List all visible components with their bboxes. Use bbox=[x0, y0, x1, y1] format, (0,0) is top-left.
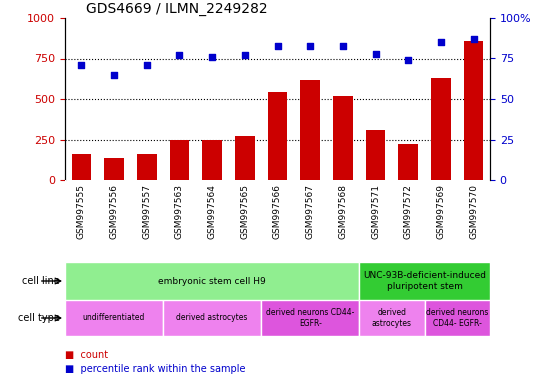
Text: derived
astrocytes: derived astrocytes bbox=[372, 308, 412, 328]
Bar bbox=[137, 154, 157, 180]
Bar bbox=[203, 140, 222, 180]
Point bbox=[143, 62, 151, 68]
Text: undifferentiated: undifferentiated bbox=[83, 313, 145, 323]
Bar bbox=[65, 262, 359, 300]
Bar bbox=[333, 96, 353, 180]
Text: GSM997555: GSM997555 bbox=[77, 184, 86, 239]
Bar bbox=[163, 300, 261, 336]
Bar bbox=[72, 154, 91, 180]
Point bbox=[371, 51, 380, 57]
Text: GSM997556: GSM997556 bbox=[110, 184, 118, 239]
Point bbox=[273, 43, 282, 49]
Bar bbox=[359, 300, 425, 336]
Bar bbox=[170, 139, 189, 180]
Point bbox=[77, 62, 86, 68]
Point bbox=[404, 57, 413, 63]
Bar bbox=[65, 300, 163, 336]
Point bbox=[175, 52, 184, 58]
Text: derived neurons CD44-
EGFR-: derived neurons CD44- EGFR- bbox=[266, 308, 354, 328]
Bar bbox=[425, 300, 490, 336]
Point bbox=[469, 36, 478, 42]
Point bbox=[207, 54, 216, 60]
Text: UNC-93B-deficient-induced
pluripotent stem: UNC-93B-deficient-induced pluripotent st… bbox=[363, 271, 486, 291]
Text: GSM997566: GSM997566 bbox=[273, 184, 282, 239]
Text: ■  percentile rank within the sample: ■ percentile rank within the sample bbox=[65, 364, 246, 374]
Text: GSM997570: GSM997570 bbox=[469, 184, 478, 239]
Text: cell line: cell line bbox=[22, 276, 60, 286]
Bar bbox=[300, 79, 320, 180]
Text: derived astrocytes: derived astrocytes bbox=[176, 313, 248, 323]
Text: GSM997567: GSM997567 bbox=[306, 184, 314, 239]
Text: GSM997564: GSM997564 bbox=[207, 184, 217, 239]
Bar bbox=[268, 92, 287, 180]
Text: GSM997557: GSM997557 bbox=[142, 184, 151, 239]
Point bbox=[437, 39, 446, 45]
Bar bbox=[261, 300, 359, 336]
Text: derived neurons
CD44- EGFR-: derived neurons CD44- EGFR- bbox=[426, 308, 489, 328]
Bar bbox=[464, 41, 483, 180]
Text: cell type: cell type bbox=[17, 313, 60, 323]
Text: GSM997563: GSM997563 bbox=[175, 184, 184, 239]
Text: GSM997571: GSM997571 bbox=[371, 184, 380, 239]
Point bbox=[306, 43, 314, 49]
Bar bbox=[399, 144, 418, 180]
Bar bbox=[431, 78, 451, 180]
Text: ■  count: ■ count bbox=[65, 350, 108, 360]
Bar bbox=[235, 136, 254, 180]
Text: GSM997565: GSM997565 bbox=[240, 184, 250, 239]
Point bbox=[339, 43, 347, 49]
Text: GSM997572: GSM997572 bbox=[404, 184, 413, 239]
Text: GDS4669 / ILMN_2249282: GDS4669 / ILMN_2249282 bbox=[86, 2, 268, 16]
Point bbox=[110, 72, 118, 78]
Bar bbox=[366, 130, 385, 180]
Text: GSM997569: GSM997569 bbox=[436, 184, 446, 239]
Text: GSM997568: GSM997568 bbox=[339, 184, 347, 239]
Bar bbox=[359, 262, 490, 300]
Text: embryonic stem cell H9: embryonic stem cell H9 bbox=[158, 276, 266, 285]
Bar bbox=[104, 158, 124, 180]
Point bbox=[240, 52, 249, 58]
